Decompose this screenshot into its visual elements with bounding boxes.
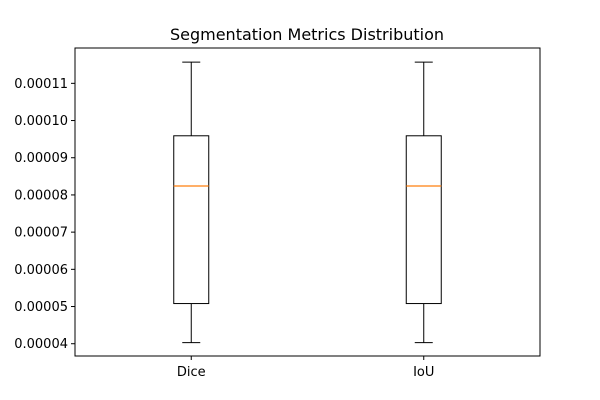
y-tick-label: 0.00009 [14, 151, 68, 166]
y-tick-label: 0.00008 [14, 188, 68, 203]
iqr-box [173, 135, 210, 305]
box-plots [173, 61, 442, 344]
plot-area-frame [74, 47, 541, 357]
y-tick-label: 0.00010 [14, 114, 68, 129]
y-tick-label: 0.00004 [14, 337, 68, 352]
y-tick-label: 0.00011 [14, 77, 68, 92]
box-dice [173, 61, 210, 344]
y-tick-label: 0.00005 [14, 300, 68, 315]
x-axis: Dice IoU [177, 356, 434, 380]
y-tick-label: 0.00006 [14, 263, 68, 278]
chart-title: Segmentation Metrics Distribution [170, 25, 444, 44]
iqr-box [405, 135, 442, 305]
x-tick-label-iou: IoU [413, 365, 434, 380]
y-axis: 0.00004 0.00005 0.00006 0.00007 0.00008 0.000… [14, 77, 75, 352]
x-tick-label-dice: Dice [177, 365, 206, 380]
box-iou [405, 61, 442, 344]
y-tick-label: 0.00007 [14, 226, 68, 241]
